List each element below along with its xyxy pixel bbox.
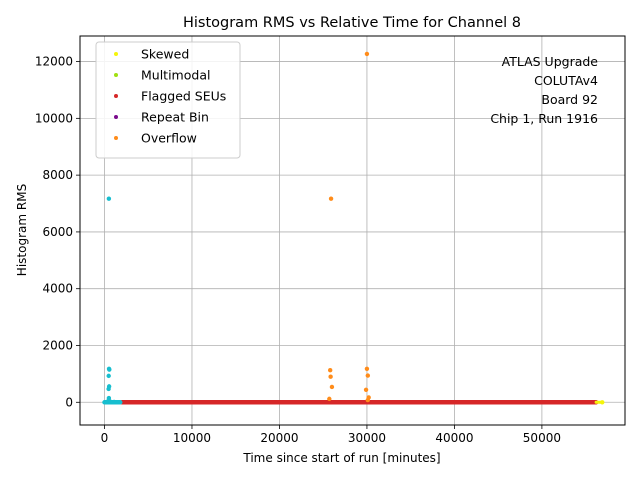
data-point: [363, 387, 369, 392]
data-point: [364, 51, 370, 57]
legend-box: [95, 41, 241, 159]
data-point: [328, 374, 333, 379]
data-point: [111, 399, 117, 405]
annotation-line: Board 92: [541, 92, 598, 107]
x-tick-label: 50000: [523, 431, 561, 445]
y-axis-label: Histogram RMS: [15, 184, 29, 276]
x-axis-label: Time since start of run [minutes]: [242, 451, 440, 465]
y-tick-label: 10000: [35, 111, 73, 125]
x-tick-label: 0: [101, 431, 109, 445]
legend-label: Skewed: [141, 47, 189, 62]
data-point: [327, 396, 332, 402]
y-tick-label: 8000: [42, 168, 73, 182]
legend-marker: [114, 73, 118, 77]
x-axis-ticks: 0 10000 20000 30000 40000 50000: [101, 425, 561, 445]
data-point: [365, 373, 371, 378]
data-point: [327, 367, 333, 373]
legend-marker: [114, 94, 118, 98]
legend-label: Repeat Bin: [141, 110, 209, 125]
run-annotation: ATLAS Upgrade COLUTAv4 Board 92 Chip 1, Run…: [490, 54, 598, 126]
legend-label: Flagged SEUs: [141, 89, 226, 104]
y-tick-label: 4000: [42, 282, 73, 296]
legend-marker: [114, 52, 118, 56]
grid-lines: [80, 36, 625, 425]
y-tick-label: 0: [65, 395, 73, 409]
data-point: [108, 399, 113, 405]
data-point: [106, 373, 111, 379]
data-point: [364, 366, 370, 371]
annotation-line: ATLAS Upgrade: [502, 54, 599, 69]
data-point: [365, 397, 371, 403]
annotation-line: Chip 1, Run 1916: [490, 111, 598, 126]
legend-marker: [114, 115, 118, 119]
x-tick-label: 20000: [260, 431, 298, 445]
data-point: [106, 196, 112, 201]
x-tick-label: 30000: [348, 431, 386, 445]
data-point: [107, 367, 112, 372]
data-points: [104, 51, 605, 405]
legend-marker: [114, 136, 118, 140]
data-point: [329, 384, 335, 390]
data-point: [104, 399, 110, 404]
data-point: [600, 400, 605, 405]
x-tick-label: 10000: [173, 431, 211, 445]
y-tick-label: 6000: [42, 225, 73, 239]
y-tick-label: 12000: [35, 55, 73, 69]
annotation-line: COLUTAv4: [534, 73, 598, 88]
data-point: [106, 386, 111, 392]
x-tick-label: 40000: [435, 431, 473, 445]
plot-frame: [79, 35, 626, 426]
legend: Skewed Multimodal Flagged SEUs Repeat Bin Ov…: [95, 41, 241, 159]
data-point: [327, 400, 333, 405]
chart-title: Histogram RMS vs Relative Time for Chann…: [183, 15, 521, 31]
data-point: [328, 196, 334, 201]
legend-label: Multimodal: [141, 68, 210, 83]
legend-label: Overflow: [141, 131, 197, 146]
y-axis-ticks: 0 2000 4000 6000 8000 10000 12000: [35, 55, 80, 409]
y-tick-label: 2000: [42, 338, 73, 352]
